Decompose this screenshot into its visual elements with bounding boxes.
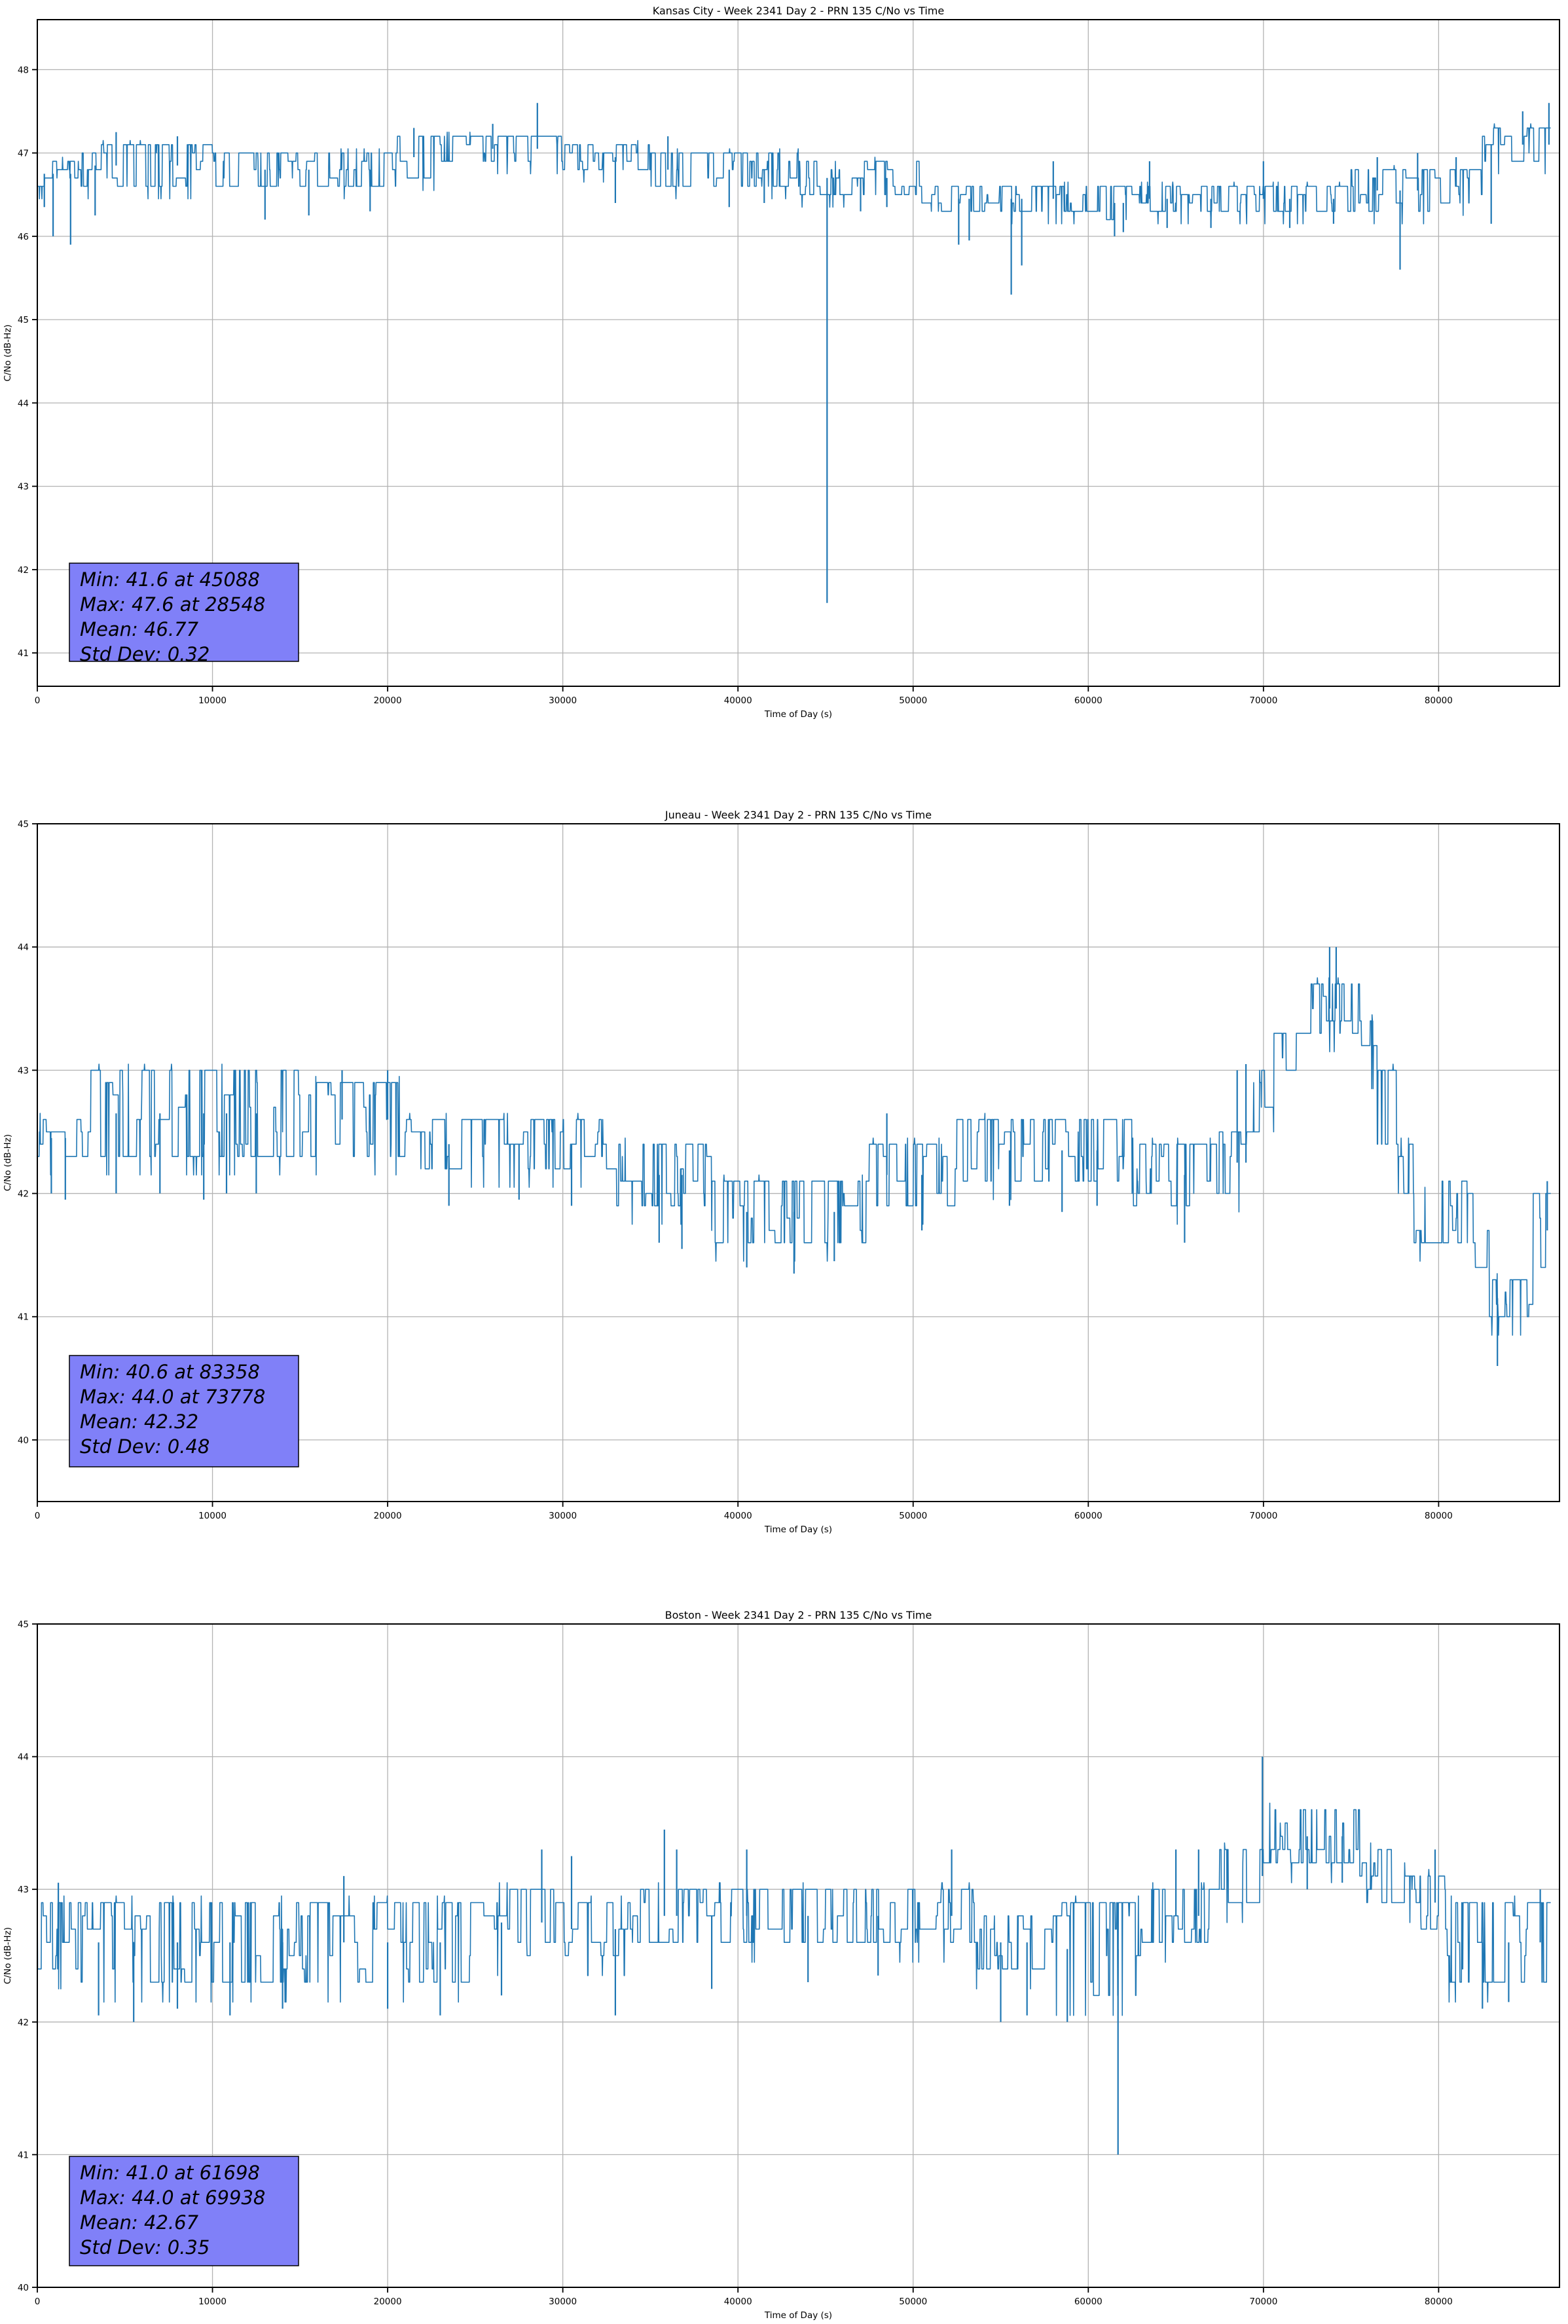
x-tick-label: 0 [35,2296,41,2307]
x-tick-label: 0 [35,695,41,706]
x-tick-label: 10000 [198,2296,227,2307]
axes-spine [37,823,1560,1502]
stat-stddev: Std Dev: 0.32 [80,643,210,665]
y-tick-label: 44 [18,1752,29,1763]
x-tick-label: 80000 [1425,1511,1453,1521]
chart-title: Boston - Week 2341 Day 2 - PRN 135 C/No … [665,1609,932,1621]
y-tick-label: 41 [18,1312,29,1323]
stats-annotation-box [69,563,299,662]
x-tick-label: 30000 [549,1511,577,1521]
x-tick-label: 80000 [1425,2296,1453,2307]
stat-stddev: Std Dev: 0.35 [80,2236,210,2259]
y-tick-label: 42 [18,2018,29,2028]
y-tick-label: 46 [18,232,29,242]
stat-max: Max: 44.0 at 69938 [80,2186,265,2209]
x-tick-label: 20000 [374,1511,402,1521]
x-tick-label: 20000 [374,2296,402,2307]
x-tick-label: 20000 [374,695,402,706]
x-tick-label: 30000 [549,2296,577,2307]
y-tick-label: 40 [18,2283,29,2293]
plot-layer-juneau: 0 10000 20000 30000 40000 50000 60000 70000 8000… [18,819,1560,1521]
x-tick-label: 30000 [549,695,577,706]
stat-mean: Mean: 42.67 [80,2211,199,2234]
y-tick-label: 47 [18,149,29,159]
y-tick-label: 44 [18,398,29,409]
x-tick-label: 60000 [1074,1511,1103,1521]
cno-spikes [58,1756,1541,2155]
kansas-city-plot: 0 10000 20000 30000 40000 50000 60000 70000 8000… [3,5,1560,720]
plot-layer-boston: 0 10000 20000 30000 40000 50000 60000 70000 8000… [18,1619,1560,2307]
chart-title: Kansas City - Week 2341 Day 2 - PRN 135 … [653,5,944,17]
x-tick-label: 70000 [1249,1511,1277,1521]
x-axis-label: Time of Day (s) [764,709,832,720]
cno-trace [37,977,1551,1336]
y-tick-label: 44 [18,942,29,953]
x-tick-label: 80000 [1425,695,1453,706]
stat-min: Min: 41.6 at 45088 [80,568,260,591]
x-tick-label: 60000 [1074,695,1103,706]
stat-min: Min: 40.6 at 83358 [80,1361,260,1383]
figure-boston: 0 10000 20000 30000 40000 50000 60000 70000 8000… [0,1549,1568,2324]
x-tick-label: 10000 [198,1511,227,1521]
x-tick-label: 40000 [724,2296,752,2307]
y-tick-label: 48 [18,65,29,75]
chart-title: Juneau - Week 2341 Day 2 - PRN 135 C/No … [665,809,932,821]
x-tick-label: 40000 [724,695,752,706]
y-tick-label: 41 [18,648,29,659]
x-tick-label: 40000 [724,1511,752,1521]
y-tick-label: 45 [18,1619,29,1630]
y-tick-label: 45 [18,819,29,830]
stat-max: Max: 47.6 at 28548 [80,593,265,616]
figure-juneau: 0 10000 20000 30000 40000 50000 60000 70000 8000… [0,775,1568,1549]
x-tick-label: 70000 [1249,695,1277,706]
y-tick-label: 43 [18,1065,29,1076]
y-axis-label: C/No (dB-Hz) [3,1927,13,1984]
x-tick-label: 50000 [899,695,927,706]
stats-annotation-box [69,1355,299,1467]
stats-annotation-box [69,2156,299,2266]
y-axis-label: C/No (dB-Hz) [3,1134,13,1191]
axes-spine [37,1623,1560,2288]
stats-annotation: Min: 41.0 at 61698 Max: 44.0 at 69938 Me… [69,2156,299,2266]
stat-mean: Mean: 46.77 [80,618,199,640]
y-tick-label: 42 [18,565,29,576]
x-tick-label: 50000 [899,2296,927,2307]
cno-spikes [43,103,1550,603]
x-axis-label: Time of Day (s) [764,2310,832,2321]
y-tick-label: 42 [18,1189,29,1200]
y-tick-label: 41 [18,2150,29,2160]
y-tick-label: 43 [18,1885,29,1895]
x-axis-label: Time of Day (s) [764,1524,832,1535]
stat-min: Min: 41.0 at 61698 [80,2162,260,2184]
stat-mean: Mean: 42.32 [80,1411,198,1433]
y-axis-label: C/No (dB-Hz) [3,324,13,381]
x-tick-label: 60000 [1074,2296,1103,2307]
x-tick-label: 50000 [899,1511,927,1521]
x-tick-label: 0 [35,1511,41,1521]
cno-spikes [50,947,1548,1366]
stats-annotation: Min: 41.6 at 45088 Max: 47.6 at 28548 Me… [69,563,299,665]
y-tick-label: 40 [18,1435,29,1446]
x-tick-label: 10000 [198,695,227,706]
stat-stddev: Std Dev: 0.48 [80,1435,210,1458]
y-tick-label: 43 [18,482,29,492]
stats-annotation: Min: 40.6 at 83358 Max: 44.0 at 73778 Me… [69,1355,299,1467]
cno-trace [37,1802,1551,2016]
x-tick-label: 70000 [1249,2296,1277,2307]
boston-plot: 0 10000 20000 30000 40000 50000 60000 70000 8000… [3,1609,1560,2321]
y-tick-label: 45 [18,315,29,325]
stat-max: Max: 44.0 at 73778 [80,1386,265,1408]
juneau-plot: 0 10000 20000 30000 40000 50000 60000 70000 8000… [3,809,1560,1535]
axes-spine [37,19,1560,687]
cno-trace [37,123,1551,225]
figure-kansas-city: 0 10000 20000 30000 40000 50000 60000 70000 8000… [0,0,1568,775]
